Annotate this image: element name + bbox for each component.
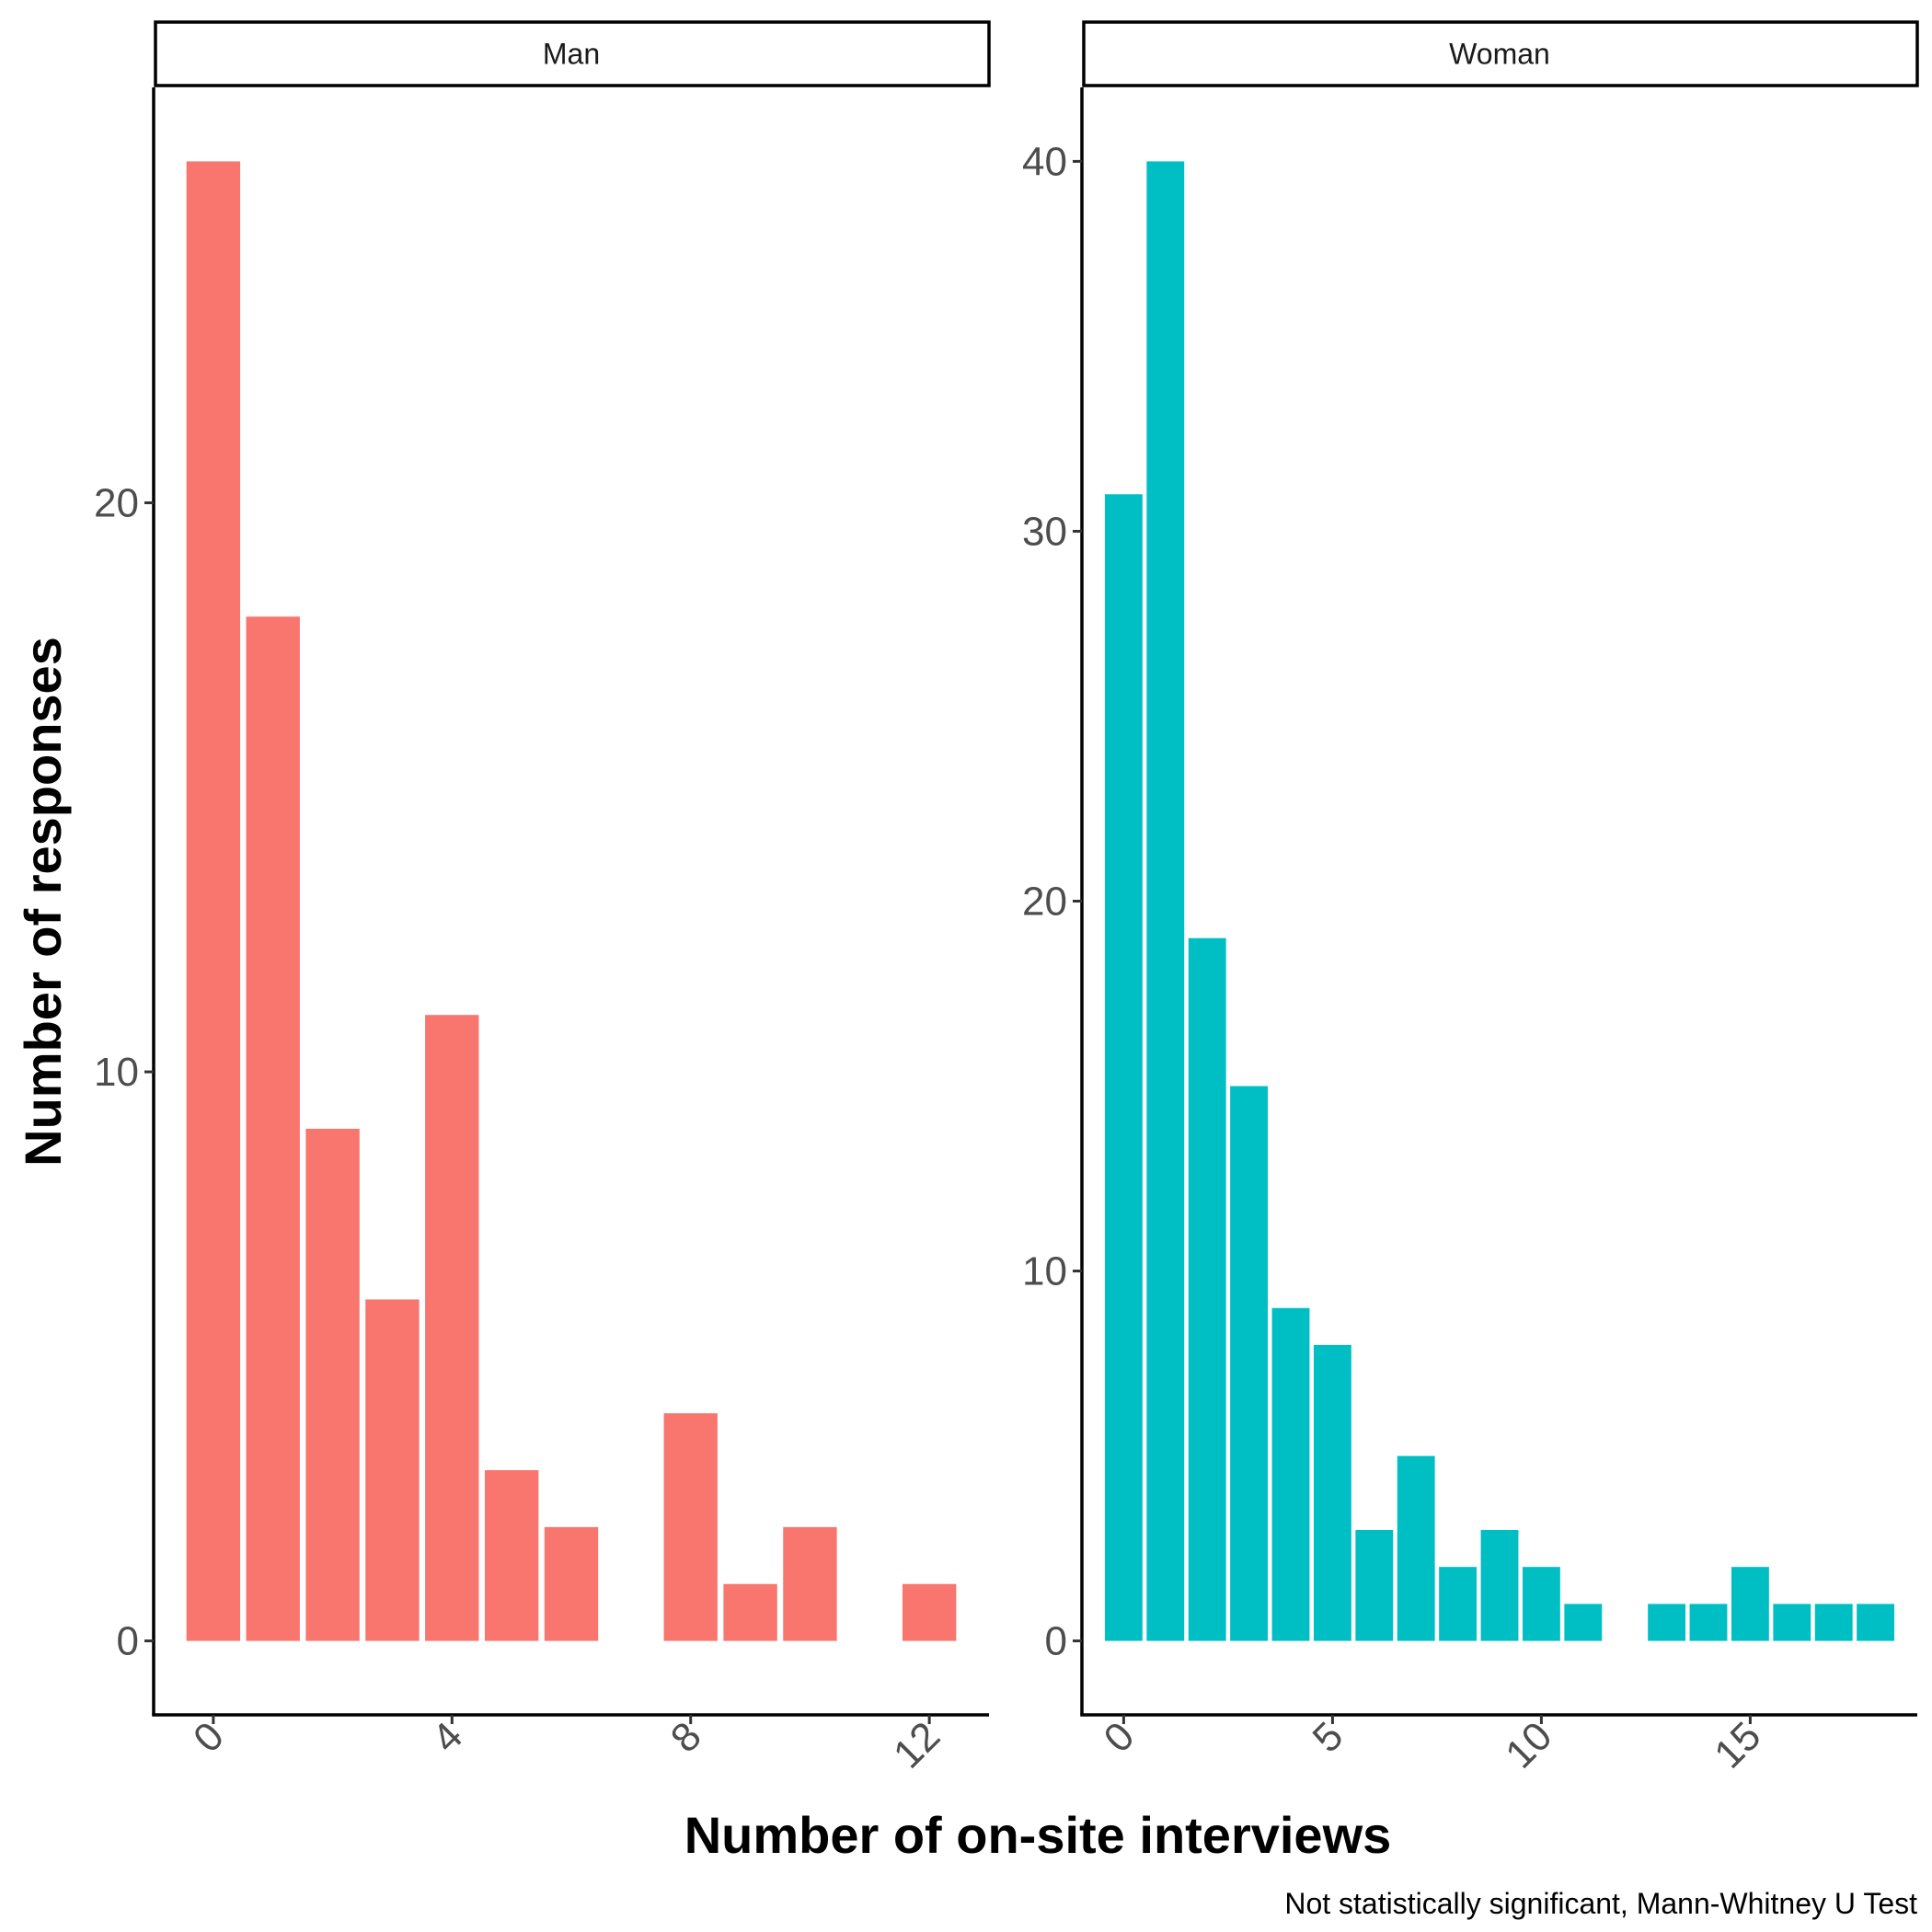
y-tick-label-woman-40: 40 [1022,139,1067,184]
bar-woman-8 [1439,1567,1478,1641]
x-tick-label-man-8: 8 [662,1713,710,1761]
bar-man-9 [723,1583,777,1641]
x-tick-label-woman-0: 0 [1096,1713,1144,1761]
x-tick-label-woman-15: 15 [1706,1713,1769,1777]
bar-woman-13 [1648,1604,1686,1641]
bar-man-5 [484,1470,539,1641]
y-tick-label-woman-10: 10 [1022,1249,1067,1294]
bar-woman-9 [1480,1529,1519,1641]
bar-woman-2 [1188,937,1226,1641]
bar-man-2 [305,1128,360,1641]
x-tick-label-man-0: 0 [185,1713,233,1761]
bar-woman-10 [1522,1567,1560,1641]
chart-panels: Man 0 10 20 0 4 8 12 Woman 0 10 20 30 40 0 5 10 15 [94,20,1919,1777]
x-tick-label-woman-5: 5 [1305,1713,1352,1761]
bar-woman-16 [1773,1604,1811,1641]
y-tick-label-woman-0: 0 [1045,1619,1067,1664]
y-tick-label-man-10: 10 [94,1050,139,1095]
bar-woman-18 [1857,1604,1895,1641]
bar-woman-3 [1230,1086,1269,1641]
bar-man-4 [425,1015,479,1641]
panel-woman: Woman 0 10 20 30 40 0 5 10 15 [1022,20,1919,1777]
bar-woman-17 [1814,1604,1853,1641]
y-tick-label-woman-30: 30 [1022,509,1067,554]
bar-man-12 [902,1583,957,1641]
bar-woman-15 [1731,1567,1769,1641]
bar-woman-5 [1313,1344,1351,1641]
bar-man-1 [246,616,300,1641]
bar-woman-14 [1689,1604,1728,1641]
strip-label-man: Man [543,38,600,71]
bar-man-6 [544,1526,599,1641]
bar-woman-11 [1564,1604,1603,1641]
caption: Not statistically significant, Mann-Whit… [1284,1887,1917,1920]
strip-woman [1082,20,1919,87]
strip-man [154,20,991,87]
bar-man-3 [365,1299,420,1641]
bar-man-10 [783,1526,837,1641]
bar-woman-1 [1146,161,1185,1641]
bar-woman-6 [1355,1529,1394,1641]
panel-man: Man 0 10 20 0 4 8 12 [94,20,991,1777]
x-tick-label-man-12: 12 [885,1713,949,1777]
y-tick-label-man-20: 20 [94,481,139,526]
strip-label-woman: Woman [1449,38,1550,71]
bar-woman-4 [1271,1307,1310,1641]
bar-woman-7 [1397,1455,1435,1641]
y-tick-label-man-0: 0 [117,1619,139,1664]
x-tick-label-woman-10: 10 [1497,1713,1560,1777]
y-axis-title: Number of responses [14,637,72,1167]
x-axis-title: Number of on-site interviews [684,1806,1392,1864]
y-tick-label-woman-20: 20 [1022,880,1067,925]
bar-woman-0 [1104,494,1143,1641]
bar-man-8 [663,1413,718,1641]
bar-man-0 [186,161,241,1641]
x-tick-label-man-4: 4 [423,1713,471,1761]
